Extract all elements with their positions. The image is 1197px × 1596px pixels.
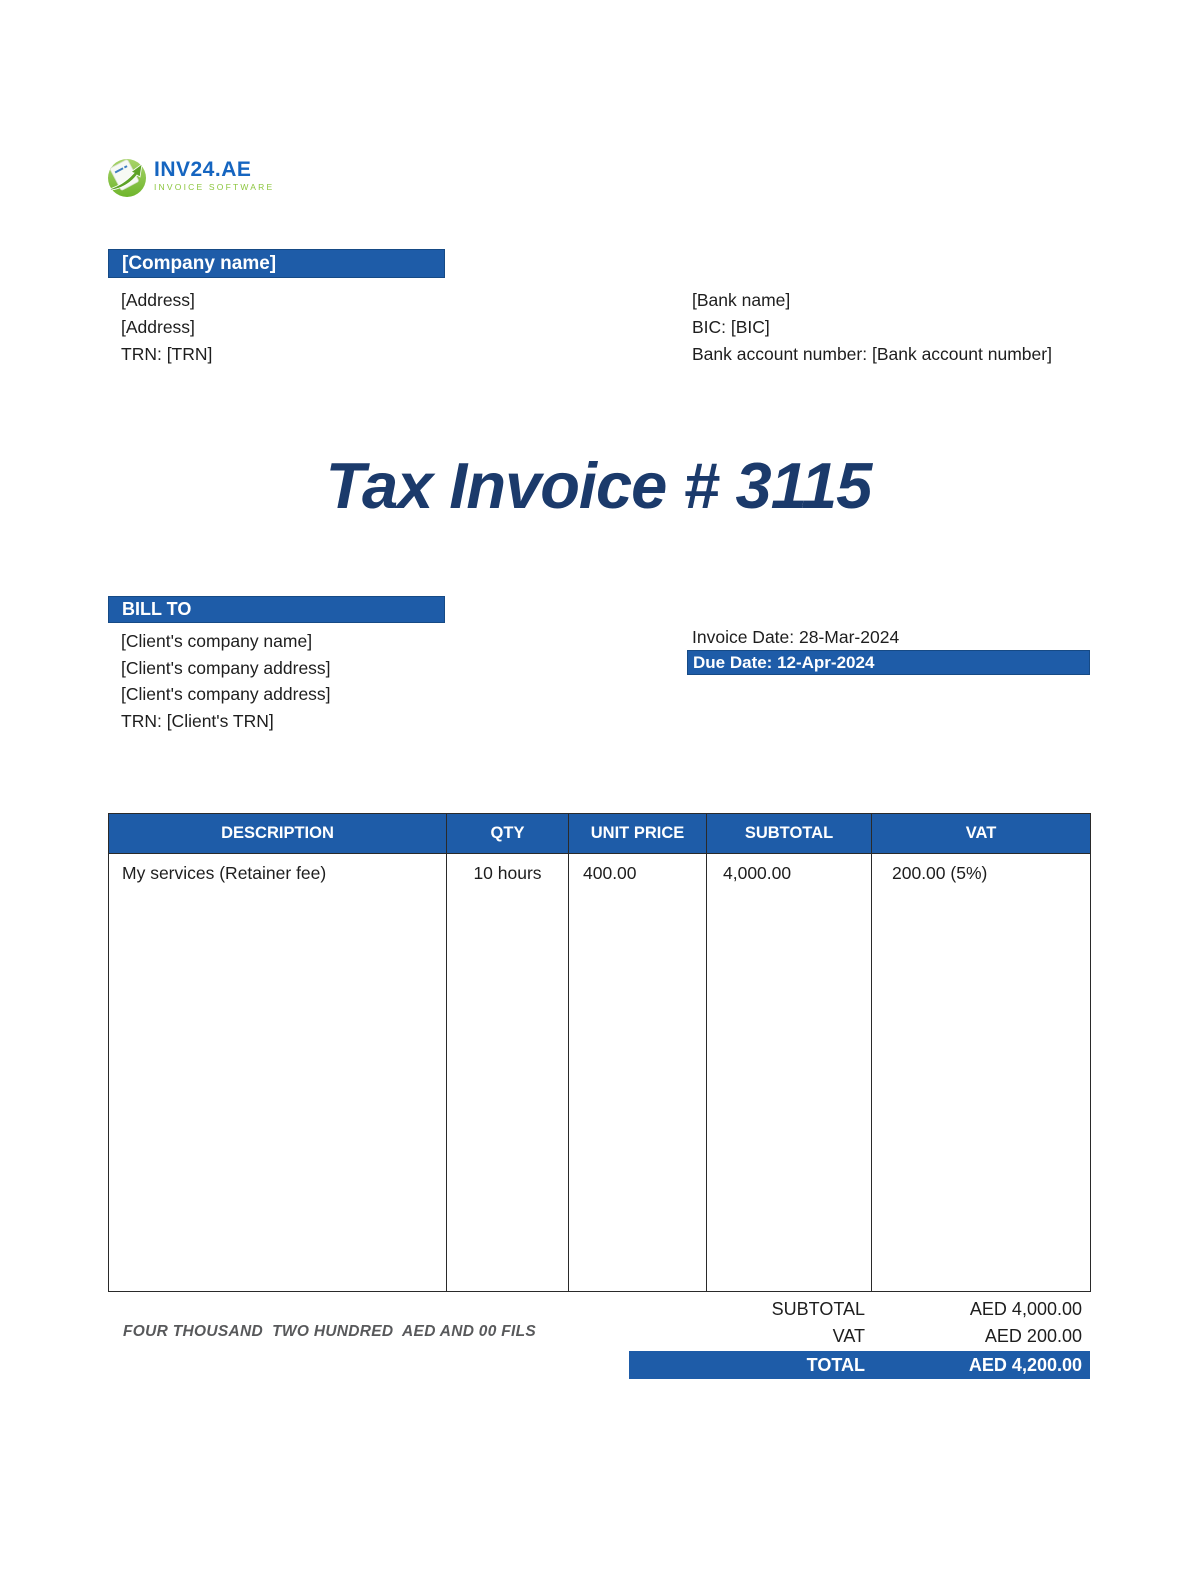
- items-table-header: DESCRIPTION QTY UNIT PRICE SUBTOTAL VAT: [108, 813, 1091, 854]
- company-address-line: [Address]: [121, 290, 195, 310]
- company-address-block: [Address] [Address] TRN: [TRN]: [121, 287, 212, 368]
- subtotal-value: AED 4,000.00: [969, 1298, 1082, 1319]
- company-name-header: [Company name]: [108, 249, 445, 278]
- items-table: DESCRIPTION QTY UNIT PRICE SUBTOTAL VAT …: [108, 813, 1091, 1292]
- logo: INV24.AE INVOICE SOFTWARE: [106, 156, 274, 198]
- company-trn-line: TRN: [TRN]: [121, 344, 213, 364]
- total-label: TOTAL: [806, 1354, 865, 1375]
- subtotal-row: SUBTOTAL AED 4,000.00: [629, 1295, 1090, 1323]
- bank-account-line: Bank account number: [Bank account numbe…: [692, 344, 1052, 364]
- client-address-line: [Client's company address]: [121, 657, 331, 678]
- subtotal-label: SUBTOTAL: [771, 1298, 865, 1319]
- col-header-unit-price: UNIT PRICE: [568, 813, 707, 854]
- item-subtotal-cell: 4,000.00: [706, 853, 872, 1292]
- item-qty-cell: 10 hours: [446, 853, 569, 1292]
- total-row: TOTAL AED 4,200.00: [629, 1351, 1090, 1379]
- item-description-cell: My services (Retainer fee): [108, 853, 447, 1292]
- col-header-description: DESCRIPTION: [108, 813, 447, 854]
- col-header-vat: VAT: [871, 813, 1091, 854]
- inv24-logo-icon: [108, 159, 146, 197]
- invoice-date: Invoice Date: 28-Mar-2024: [692, 627, 900, 647]
- total-value: AED 4,200.00: [968, 1354, 1082, 1375]
- table-row: My services (Retainer fee) 10 hours 400.…: [108, 853, 1091, 1292]
- client-trn-line: TRN: [Client's TRN]: [121, 710, 274, 731]
- item-unit-price-cell: 400.00: [568, 853, 707, 1292]
- bank-bic-line: BIC: [BIC]: [692, 317, 770, 337]
- col-header-subtotal: SUBTOTAL: [706, 813, 872, 854]
- invoice-title: Tax Invoice # 3115: [325, 449, 873, 522]
- logo-brand: INV24.AE: [154, 158, 252, 181]
- amount-in-words: FOUR THOUSAND TWO HUNDRED AED AND 00 FIL…: [123, 1323, 537, 1340]
- company-address-line: [Address]: [121, 317, 195, 337]
- totals-section: SUBTOTAL AED 4,000.00 VAT AED 200.00 TOT…: [629, 1295, 1090, 1379]
- due-date-bar: Due Date: 12-Apr-2024: [687, 650, 1090, 675]
- client-name-line: [Client's company name]: [121, 631, 313, 651]
- client-details-block: [Client's company name] [Client's compan…: [121, 628, 331, 734]
- bank-name-line: [Bank name]: [692, 290, 791, 310]
- logo-tagline: INVOICE SOFTWARE: [154, 182, 275, 192]
- col-header-qty: QTY: [446, 813, 569, 854]
- vat-row: VAT AED 200.00: [629, 1323, 1090, 1350]
- bill-to-header: BILL TO: [108, 596, 445, 623]
- logo-text: INV24.AE INVOICE SOFTWARE: [154, 156, 275, 193]
- bank-details-block: [Bank name] BIC: [BIC] Bank account numb…: [692, 287, 1052, 368]
- vat-label: VAT: [832, 1326, 865, 1346]
- client-address-line: [Client's company address]: [121, 684, 331, 704]
- vat-value: AED 200.00: [984, 1326, 1082, 1346]
- item-vat-cell: 200.00 (5%): [871, 853, 1091, 1292]
